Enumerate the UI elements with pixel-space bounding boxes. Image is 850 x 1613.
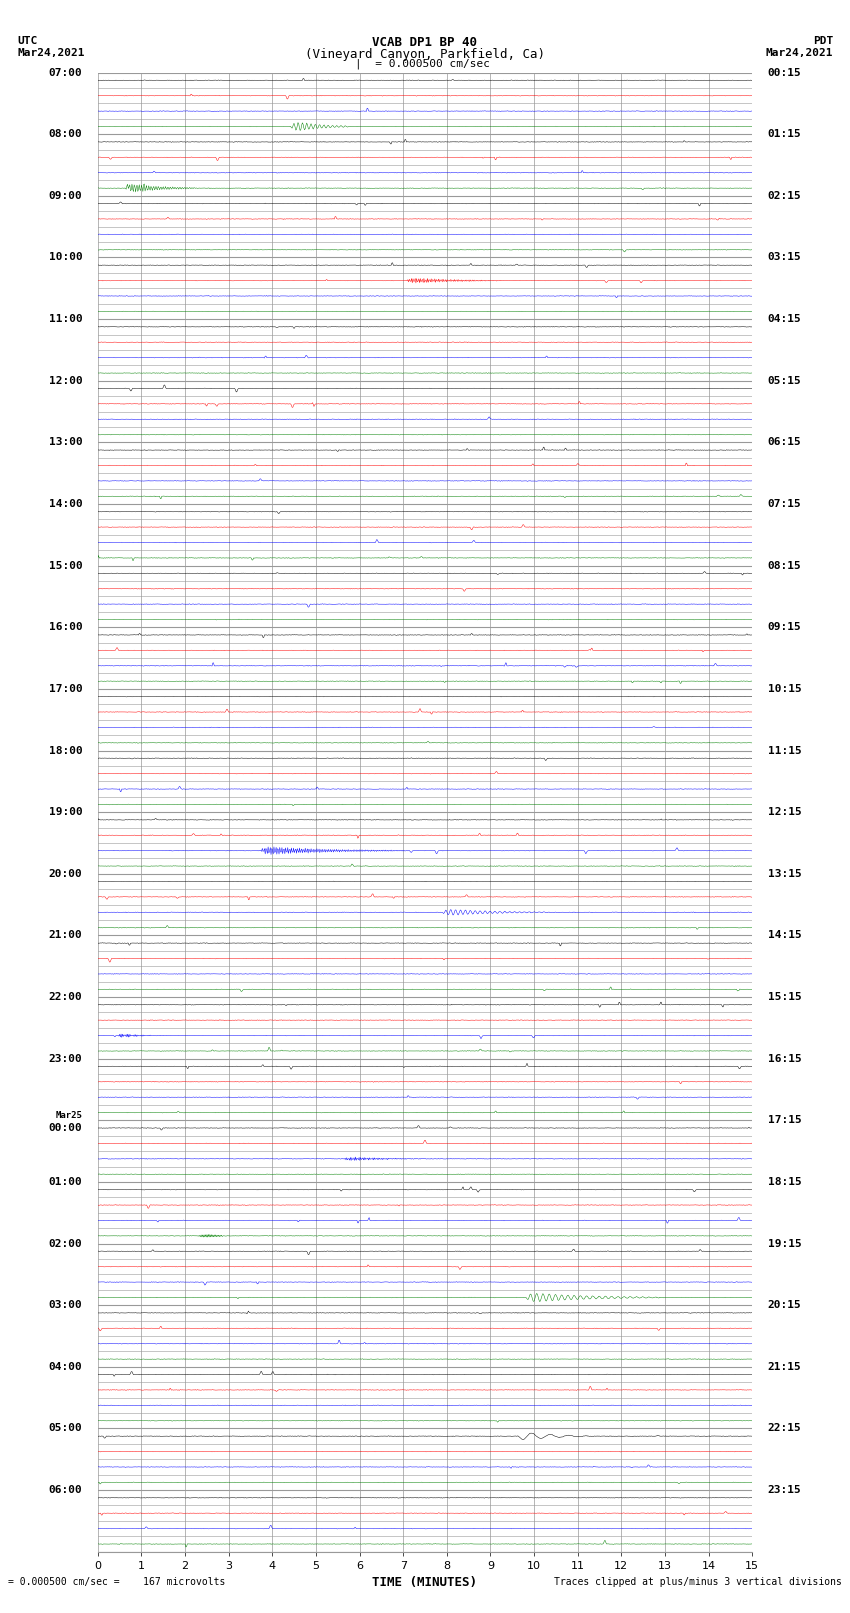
Text: 13:15: 13:15 <box>768 869 802 879</box>
Text: |  = 0.000500 cm/sec: | = 0.000500 cm/sec <box>355 58 490 69</box>
Text: 11:15: 11:15 <box>768 745 802 755</box>
Text: 03:15: 03:15 <box>768 253 802 263</box>
Text: 17:00: 17:00 <box>48 684 82 694</box>
Text: Mar25: Mar25 <box>55 1110 82 1119</box>
Text: 22:15: 22:15 <box>768 1423 802 1434</box>
Text: 18:15: 18:15 <box>768 1177 802 1187</box>
Text: 21:15: 21:15 <box>768 1361 802 1371</box>
Text: 08:00: 08:00 <box>48 129 82 139</box>
Text: 05:00: 05:00 <box>48 1423 82 1434</box>
Text: 02:15: 02:15 <box>768 190 802 202</box>
Text: 17:15: 17:15 <box>768 1115 802 1126</box>
Text: 22:00: 22:00 <box>48 992 82 1002</box>
Text: 00:00: 00:00 <box>48 1123 82 1132</box>
Text: 23:15: 23:15 <box>768 1486 802 1495</box>
Text: UTC: UTC <box>17 37 37 47</box>
Text: (Vineyard Canyon, Parkfield, Ca): (Vineyard Canyon, Parkfield, Ca) <box>305 48 545 61</box>
Text: 00:15: 00:15 <box>768 68 802 77</box>
Text: Mar24,2021: Mar24,2021 <box>766 48 833 58</box>
Text: 11:00: 11:00 <box>48 315 82 324</box>
Text: 03:00: 03:00 <box>48 1300 82 1310</box>
Text: PDT: PDT <box>813 37 833 47</box>
Text: 19:00: 19:00 <box>48 806 82 818</box>
Text: 21:00: 21:00 <box>48 931 82 940</box>
Text: 20:00: 20:00 <box>48 869 82 879</box>
Text: 06:00: 06:00 <box>48 1486 82 1495</box>
Text: 20:15: 20:15 <box>768 1300 802 1310</box>
Text: 13:00: 13:00 <box>48 437 82 447</box>
Text: = 0.000500 cm/sec =    167 microvolts: = 0.000500 cm/sec = 167 microvolts <box>8 1578 226 1587</box>
Text: 15:15: 15:15 <box>768 992 802 1002</box>
Text: 19:15: 19:15 <box>768 1239 802 1248</box>
Text: 01:00: 01:00 <box>48 1177 82 1187</box>
Text: 04:15: 04:15 <box>768 315 802 324</box>
Text: 01:15: 01:15 <box>768 129 802 139</box>
Text: 16:15: 16:15 <box>768 1053 802 1063</box>
Text: 12:00: 12:00 <box>48 376 82 386</box>
Text: 15:00: 15:00 <box>48 561 82 571</box>
Text: Mar24,2021: Mar24,2021 <box>17 48 84 58</box>
Text: 16:00: 16:00 <box>48 623 82 632</box>
Text: 07:00: 07:00 <box>48 68 82 77</box>
Text: 10:15: 10:15 <box>768 684 802 694</box>
Text: 18:00: 18:00 <box>48 745 82 755</box>
Text: Traces clipped at plus/minus 3 vertical divisions: Traces clipped at plus/minus 3 vertical … <box>553 1578 842 1587</box>
Text: 10:00: 10:00 <box>48 253 82 263</box>
Text: 14:00: 14:00 <box>48 498 82 510</box>
Text: 14:15: 14:15 <box>768 931 802 940</box>
Text: 02:00: 02:00 <box>48 1239 82 1248</box>
Text: 05:15: 05:15 <box>768 376 802 386</box>
Text: 06:15: 06:15 <box>768 437 802 447</box>
Text: 07:15: 07:15 <box>768 498 802 510</box>
Text: 08:15: 08:15 <box>768 561 802 571</box>
Text: 04:00: 04:00 <box>48 1361 82 1371</box>
Text: VCAB DP1 BP 40: VCAB DP1 BP 40 <box>372 37 478 50</box>
X-axis label: TIME (MINUTES): TIME (MINUTES) <box>372 1576 478 1589</box>
Text: 23:00: 23:00 <box>48 1053 82 1063</box>
Text: 12:15: 12:15 <box>768 806 802 818</box>
Text: 09:00: 09:00 <box>48 190 82 202</box>
Text: 09:15: 09:15 <box>768 623 802 632</box>
